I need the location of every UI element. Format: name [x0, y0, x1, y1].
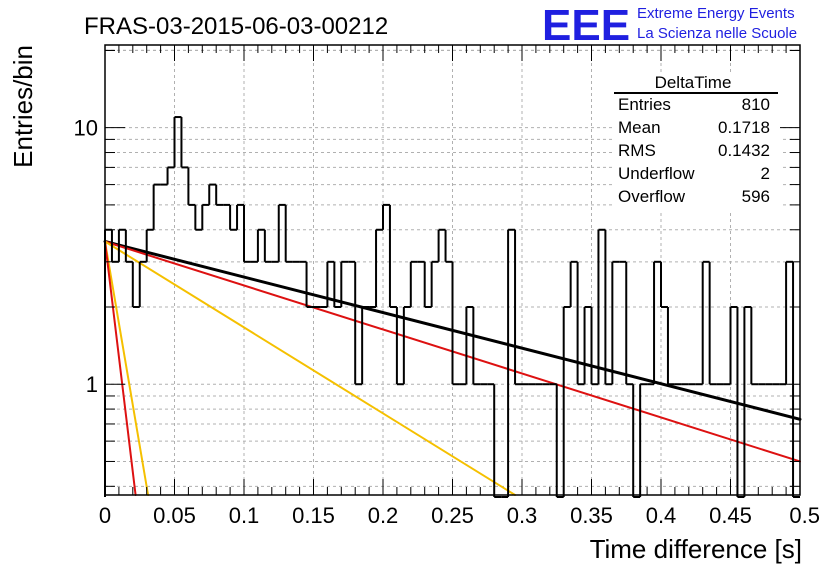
- x-tick-label: 0.1: [229, 503, 260, 528]
- stats-row-value: 596: [742, 187, 770, 206]
- y-axis-label: Entries/bin: [8, 45, 38, 168]
- x-tick-label: 0.2: [368, 503, 399, 528]
- stats-row-value: 2: [761, 164, 770, 183]
- x-tick-label: 0.5: [789, 503, 820, 528]
- x-tick-label: 0: [99, 503, 111, 528]
- x-tick-label: 0.05: [153, 503, 196, 528]
- histogram: [104, 116, 800, 498]
- stats-row-label: Mean: [618, 118, 661, 137]
- eee-logo: EEE: [542, 1, 630, 50]
- fit-line: [104, 240, 150, 496]
- stats-box-title: DeltaTime: [655, 73, 732, 92]
- x-tick-label: 0.35: [570, 503, 613, 528]
- y-tick-labels: 1 10: [74, 116, 98, 398]
- stats-box: DeltaTime Entries 810 Mean 0.1718 RMS 0.1432 U…: [612, 72, 780, 210]
- x-tick-label: 0.3: [507, 503, 538, 528]
- stats-row-label: Overflow: [618, 187, 686, 206]
- x-tick-label: 0.15: [292, 503, 335, 528]
- y-tick-label: 10: [74, 116, 98, 141]
- stats-row-value: 810: [742, 95, 770, 114]
- stats-row-label: RMS: [618, 141, 656, 160]
- chart-title: FRAS-03-2015-06-03-00212: [84, 13, 388, 40]
- stats-row-label: Underflow: [618, 164, 695, 183]
- stats-box-background: [612, 72, 780, 210]
- y-tick-label: 1: [86, 372, 98, 397]
- x-axis-label: Time difference [s]: [590, 534, 802, 564]
- stats-row-value: 0.1432: [718, 141, 770, 160]
- logo-subtitle-2: La Scienza nelle Scuole: [637, 25, 797, 42]
- fit-line: [104, 240, 517, 496]
- stats-row-label: Entries: [618, 95, 671, 114]
- x-tick-label: 0.4: [646, 503, 677, 528]
- logo-subtitle-1: Extreme Energy Events: [637, 5, 795, 22]
- x-tick-labels: 0 0.05 0.1 0.15 0.2 0.25 0.3 0.35 0.4 0.45 0.5: [99, 503, 820, 528]
- axis-ticks: [104, 45, 801, 495]
- x-tick-label: 0.45: [709, 503, 752, 528]
- stats-row-value: 0.1718: [718, 118, 770, 137]
- fit-line: [104, 240, 137, 496]
- x-tick-label: 0.25: [431, 503, 474, 528]
